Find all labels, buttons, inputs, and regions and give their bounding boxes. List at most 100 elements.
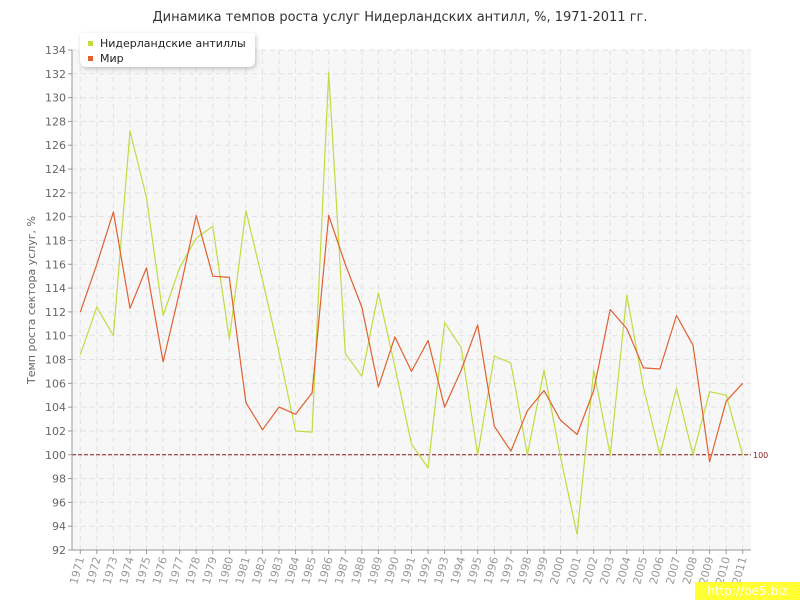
y-tick-label: 116 <box>45 258 66 271</box>
series-1-point <box>394 366 396 368</box>
y-tick-label: 120 <box>45 211 66 224</box>
y-tick-label: 118 <box>45 234 66 247</box>
y-tick-label: 132 <box>45 68 66 81</box>
series-line-1 <box>79 71 744 536</box>
series-1-point <box>443 321 445 323</box>
y-tick-label: 124 <box>45 163 66 176</box>
series-2-point <box>559 419 561 421</box>
series-2-point <box>195 214 197 216</box>
series-2-point <box>129 307 131 309</box>
series-2-point <box>212 275 214 277</box>
series-2-point <box>460 369 462 371</box>
series-1-point <box>708 391 710 393</box>
series-2-point <box>742 382 744 384</box>
legend-swatch-series-1 <box>88 40 93 46</box>
series-1-point <box>195 237 197 239</box>
series-2-point <box>394 336 396 338</box>
y-tick-label: 106 <box>45 377 66 390</box>
series-2-point <box>377 386 379 388</box>
series-1-point <box>559 456 561 458</box>
y-tick-label: 94 <box>52 520 66 533</box>
series-1-point <box>162 314 164 316</box>
series-1-point <box>311 431 313 433</box>
series-2-point <box>443 406 445 408</box>
y-tick-label: 112 <box>45 306 66 319</box>
series-1-point <box>178 267 180 269</box>
y-axis-label: Темп роста сектора услуг, % <box>25 216 38 385</box>
series-2-point <box>659 368 661 370</box>
y-tick-label: 126 <box>45 139 66 152</box>
y-tick-label: 110 <box>45 330 66 343</box>
y-tick-label: 114 <box>45 282 66 295</box>
series-1-point <box>493 355 495 357</box>
series-1-point <box>642 386 644 388</box>
y-tick-label: 108 <box>45 354 66 367</box>
legend-label-series-2: Мир <box>100 52 124 65</box>
legend-item-series-2[interactable]: Мир <box>88 52 124 65</box>
series-1-point <box>344 352 346 354</box>
series-1-point <box>427 467 429 469</box>
series-1-point <box>526 454 528 456</box>
series-2-point <box>609 308 611 310</box>
chart-title: Динамика темпов роста услуг Нидерландски… <box>152 10 648 25</box>
reference-line: 100 <box>72 451 768 460</box>
series-1-point <box>692 454 694 456</box>
series-1-point <box>294 430 296 432</box>
series-1-point <box>626 294 628 296</box>
series-2-point <box>261 429 263 431</box>
series-2-point <box>178 291 180 293</box>
series-2-point <box>642 367 644 369</box>
series-2-point <box>493 425 495 427</box>
legend-label-series-1: Нидерландские антиллы <box>100 37 246 50</box>
reference-line-label: 100 <box>753 451 768 460</box>
series-2-point <box>477 324 479 326</box>
series-1-point <box>410 443 412 445</box>
series-2-point <box>278 406 280 408</box>
series-1-point <box>228 338 230 340</box>
series-2-point <box>361 306 363 308</box>
watermark-link[interactable]: http://be5.biz <box>695 582 800 600</box>
series-1-point <box>96 306 98 308</box>
series-2-point <box>626 327 628 329</box>
series-2-point <box>675 314 677 316</box>
y-tick-label: 130 <box>45 92 66 105</box>
series-2-point <box>593 389 595 391</box>
y-tick-label: 102 <box>45 425 66 438</box>
legend-swatch-series-2 <box>88 55 93 61</box>
series-1-point <box>510 362 512 364</box>
series-1-point <box>377 292 379 294</box>
series-1-point <box>543 369 545 371</box>
y-tick-label: 104 <box>45 401 66 414</box>
series-2-point <box>526 410 528 412</box>
series-1-point <box>278 351 280 353</box>
series-1-point <box>212 225 214 227</box>
series-1-point <box>460 346 462 348</box>
series-2-point <box>245 401 247 403</box>
series-1-point <box>145 196 147 198</box>
y-tick-label: 122 <box>45 187 66 200</box>
series-2-point <box>79 311 81 313</box>
y-tick-label: 100 <box>45 449 66 462</box>
legend[interactable]: Нидерландские антиллы Мир <box>80 33 255 67</box>
series-lines <box>79 71 744 536</box>
series-1-point <box>659 454 661 456</box>
y-tick-label: 134 <box>45 44 66 57</box>
series-2-point <box>708 461 710 463</box>
y-tick-label: 96 <box>52 496 66 509</box>
series-1-point <box>79 354 81 356</box>
series-2-point <box>543 389 545 391</box>
series-1-point <box>129 130 131 132</box>
series-1-point <box>328 71 330 73</box>
series-2-point <box>311 392 313 394</box>
series-1-point <box>593 369 595 371</box>
series-1-point <box>112 335 114 337</box>
series-2-point <box>112 211 114 213</box>
series-2-point <box>427 339 429 341</box>
legend-item-series-1[interactable]: Нидерландские антиллы <box>88 37 246 50</box>
series-2-point <box>294 413 296 415</box>
series-1-point <box>361 375 363 377</box>
series-1-point <box>245 210 247 212</box>
series-2-point <box>344 263 346 265</box>
grid <box>72 49 751 551</box>
